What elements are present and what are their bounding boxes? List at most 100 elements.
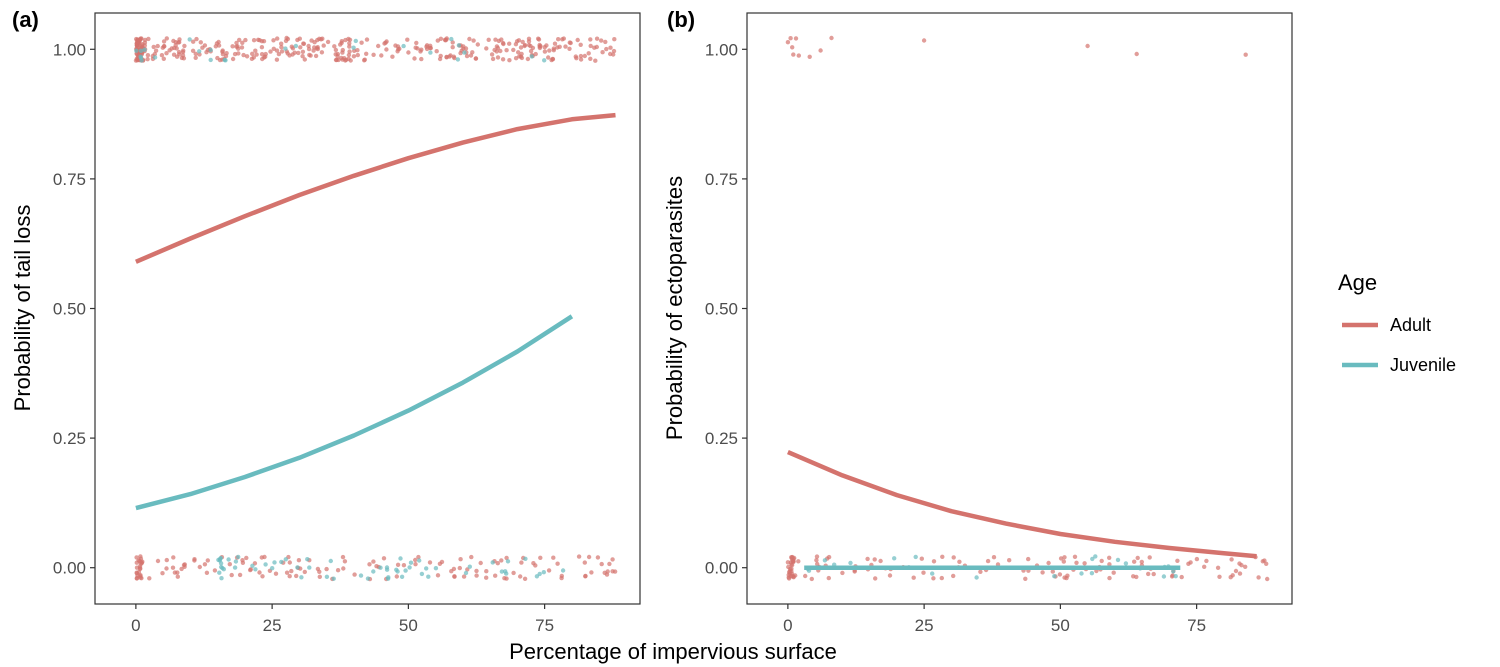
panel-b-y-tick-label: 0.00	[705, 559, 738, 578]
observation-point-adult	[829, 35, 834, 41]
observation-point-adult	[560, 37, 565, 42]
observation-point-adult	[234, 44, 239, 49]
observation-point-adult	[1026, 556, 1031, 562]
observation-point-adult	[1046, 560, 1051, 566]
observation-point-adult	[401, 563, 407, 568]
observation-point-adult	[179, 566, 184, 572]
observation-point-adult	[840, 570, 845, 576]
observation-point-juvenile	[523, 556, 528, 561]
observation-point-adult	[321, 43, 326, 48]
observation-point-adult	[484, 575, 489, 580]
observation-point-adult	[276, 51, 282, 57]
observation-point-adult	[259, 52, 265, 57]
panel-b-fitted-curves	[787, 450, 1257, 570]
observation-point-adult	[271, 46, 276, 51]
observation-point-juvenile	[1171, 569, 1176, 574]
observation-point-adult	[435, 573, 441, 578]
observation-point-adult	[260, 574, 265, 579]
observation-point-adult	[230, 56, 236, 62]
observation-point-juvenile	[384, 567, 390, 572]
observation-point-adult	[495, 45, 501, 51]
observation-point-juvenile	[353, 38, 358, 44]
observation-point-juvenile	[253, 567, 258, 572]
observation-point-adult	[921, 570, 926, 575]
observation-point-adult	[240, 40, 245, 45]
observation-point-adult	[991, 555, 997, 560]
observation-point-adult	[522, 42, 528, 48]
observation-point-adult	[192, 558, 197, 563]
observation-point-adult	[274, 48, 280, 53]
observation-point-juvenile	[250, 563, 255, 568]
observation-point-adult	[921, 38, 927, 43]
observation-point-adult	[450, 40, 455, 45]
observation-point-juvenile	[272, 560, 277, 565]
observation-point-adult	[241, 52, 246, 58]
observation-point-adult	[434, 49, 439, 54]
observation-point-adult	[317, 569, 322, 574]
observation-point-adult	[161, 39, 167, 44]
observation-point-adult	[302, 569, 307, 575]
observation-point-adult	[359, 40, 364, 45]
observation-point-adult	[608, 45, 613, 50]
observation-point-adult	[259, 39, 265, 44]
panel-b-x-tick-label: 75	[1187, 616, 1206, 635]
legend-title: Age	[1338, 270, 1377, 295]
observation-point-adult	[236, 51, 241, 56]
observation-point-adult	[547, 48, 552, 53]
observation-point-adult	[213, 44, 218, 49]
observation-point-adult	[518, 45, 524, 50]
observation-point-adult	[438, 36, 444, 41]
observation-point-juvenile	[848, 560, 853, 566]
observation-point-adult	[576, 554, 582, 559]
observation-point-adult	[204, 570, 210, 575]
observation-point-adult	[151, 44, 156, 50]
observation-point-adult	[530, 45, 536, 51]
observation-point-adult	[301, 41, 307, 46]
observation-point-adult	[244, 555, 249, 561]
panel-a: 0.00 0.25 0.50 0.75 1.00 0 25 50 75 (a) Probabil…	[10, 7, 641, 635]
observation-point-adult	[285, 51, 290, 56]
observation-point-juvenile	[456, 43, 462, 48]
observation-point-adult	[376, 43, 381, 49]
observation-point-adult	[603, 39, 608, 45]
observation-point-juvenile	[358, 573, 364, 578]
observation-point-adult	[555, 561, 560, 566]
observation-point-adult	[555, 45, 560, 50]
observation-point-adult	[133, 58, 139, 63]
observation-point-adult	[348, 58, 353, 63]
observation-point-adult	[302, 57, 307, 62]
observation-point-adult	[371, 559, 376, 564]
observation-point-adult	[573, 54, 578, 59]
observation-point-adult	[815, 561, 820, 567]
observation-point-adult	[287, 574, 292, 579]
observation-point-adult	[374, 564, 379, 569]
observation-point-adult	[586, 51, 591, 56]
observation-point-adult	[474, 568, 479, 574]
observation-point-adult	[865, 556, 870, 562]
observation-point-adult	[237, 37, 242, 43]
observation-point-adult	[522, 576, 528, 581]
observation-point-adult	[1135, 555, 1140, 561]
observation-point-adult	[469, 554, 474, 560]
observation-point-adult	[1217, 574, 1222, 579]
observation-point-adult	[145, 57, 150, 62]
observation-point-juvenile	[401, 43, 406, 49]
observation-point-adult	[516, 50, 521, 55]
observation-point-juvenile	[142, 47, 147, 52]
observation-point-adult	[470, 50, 475, 55]
observation-point-adult	[234, 40, 239, 46]
panel-a-y-tick-label: 0.75	[53, 170, 86, 189]
observation-point-adult	[473, 56, 479, 61]
observation-point-adult	[1229, 557, 1234, 562]
observation-point-adult	[1064, 575, 1069, 581]
observation-point-adult	[287, 560, 292, 565]
observation-point-adult	[230, 44, 235, 49]
observation-point-adult	[200, 45, 205, 50]
observation-point-adult	[306, 46, 312, 52]
observation-point-adult	[1111, 570, 1116, 575]
observation-point-adult	[273, 571, 279, 576]
observation-point-adult	[164, 36, 169, 41]
observation-point-adult	[1262, 558, 1267, 563]
observation-point-adult	[493, 37, 498, 42]
legend-label-juvenile: Juvenile	[1390, 355, 1456, 375]
